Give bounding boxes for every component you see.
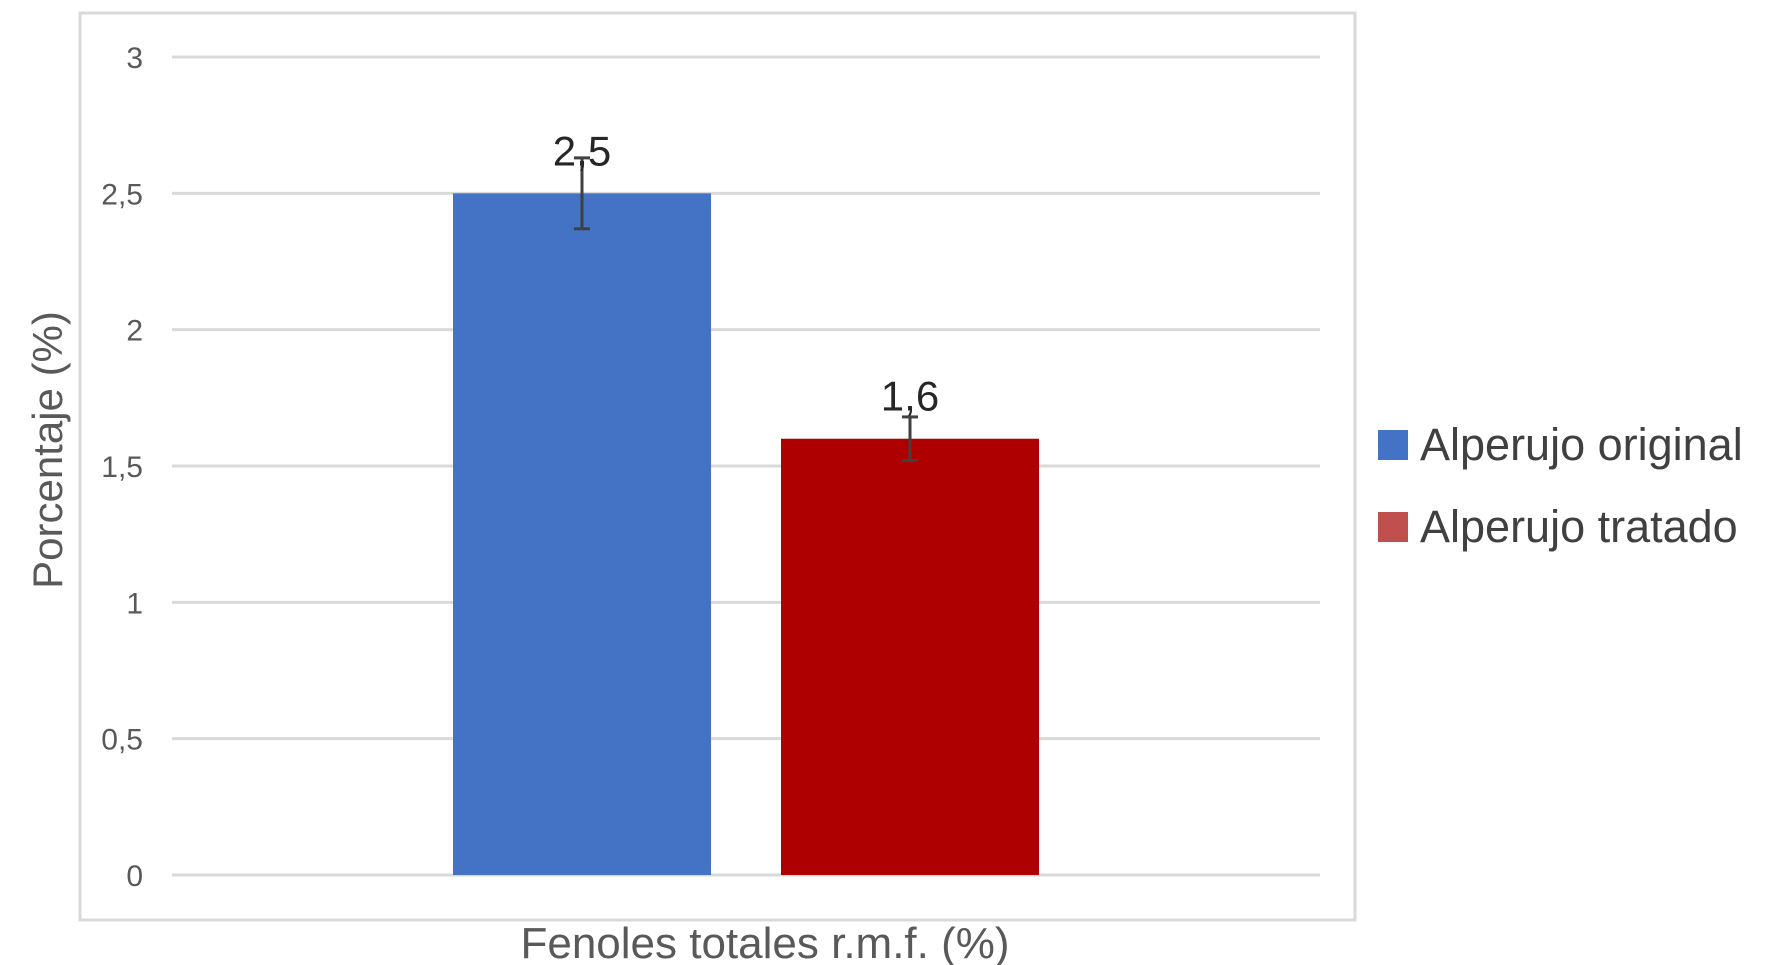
y-tick-label: 1,5 bbox=[101, 451, 143, 484]
data-labels: 2,5 1,6 bbox=[553, 127, 939, 419]
y-axis-ticks: 0 0,5 1 1,5 2 2,5 3 bbox=[101, 42, 143, 893]
y-tick-label: 2,5 bbox=[101, 178, 143, 211]
legend: Alperujo original Alperujo tratado bbox=[1378, 419, 1743, 552]
error-bar-2 bbox=[902, 415, 918, 463]
gridlines bbox=[172, 55, 1320, 877]
data-label-2: 1,6 bbox=[881, 373, 939, 420]
y-tick-label: 3 bbox=[126, 42, 143, 75]
error-bar-1 bbox=[574, 156, 590, 231]
legend-label-1: Alperujo original bbox=[1420, 419, 1743, 470]
y-tick-label: 0,5 bbox=[101, 724, 143, 757]
y-tick-label: 1 bbox=[126, 587, 143, 620]
legend-swatch-1 bbox=[1378, 430, 1408, 460]
legend-swatch-2 bbox=[1378, 512, 1408, 542]
x-axis-title: Fenoles totales r.m.f. (%) bbox=[520, 919, 1009, 965]
y-tick-label: 2 bbox=[126, 315, 143, 348]
data-label-1: 2,5 bbox=[553, 127, 611, 174]
y-axis-title: Porcentaje (%) bbox=[24, 311, 71, 589]
bars bbox=[453, 156, 1039, 876]
y-tick-label: 0 bbox=[126, 860, 143, 893]
bar-1 bbox=[453, 193, 711, 876]
legend-label-2: Alperujo tratado bbox=[1420, 501, 1738, 552]
bar-2 bbox=[781, 438, 1039, 875]
